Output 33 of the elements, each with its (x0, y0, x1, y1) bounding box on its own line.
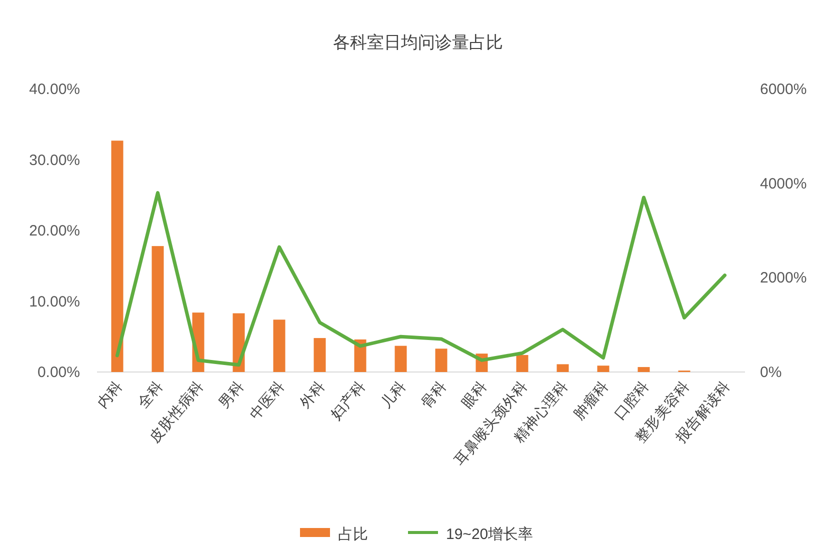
y2-tick-label: 2000% (760, 270, 807, 287)
legend-label: 占比 (338, 526, 368, 543)
x-tick-label: 妇产科 (327, 378, 370, 424)
x-tick-label: 内科 (94, 378, 126, 412)
y-tick-label: 10.00% (29, 293, 80, 310)
bar (394, 346, 407, 372)
y-tick-label: 30.00% (29, 152, 80, 169)
bar (435, 348, 448, 372)
y2-tick-label: 0% (760, 364, 782, 381)
y2-tick-label: 4000% (760, 175, 807, 192)
bar (638, 367, 650, 372)
x-tick-label: 肿瘤科 (570, 378, 612, 424)
legend-label: 19~20增长率 (446, 526, 534, 543)
bar (314, 338, 326, 372)
x-tick-label: 中医科 (246, 378, 288, 424)
y-tick-label: 40.00% (29, 81, 80, 98)
line-series (116, 191, 726, 367)
y2-tick-label: 6000% (760, 81, 807, 98)
bar (273, 320, 286, 372)
x-tick-label: 眼科 (458, 378, 491, 412)
bar (152, 246, 164, 372)
chart-title: 各科室日均问诊量占比 (333, 33, 503, 52)
x-tick-label: 儿科 (378, 378, 410, 412)
y-tick-label: 0.00% (37, 364, 80, 381)
bar (516, 355, 528, 372)
x-tick-label: 男科 (216, 378, 248, 412)
bar (111, 140, 124, 372)
x-tick-label: 全科 (134, 378, 167, 412)
y-tick-label: 20.00% (29, 222, 80, 240)
x-tick-label: 外科 (296, 378, 329, 412)
bar (597, 366, 610, 372)
x-tick-label: 骨科 (418, 378, 450, 412)
bar (556, 364, 569, 372)
